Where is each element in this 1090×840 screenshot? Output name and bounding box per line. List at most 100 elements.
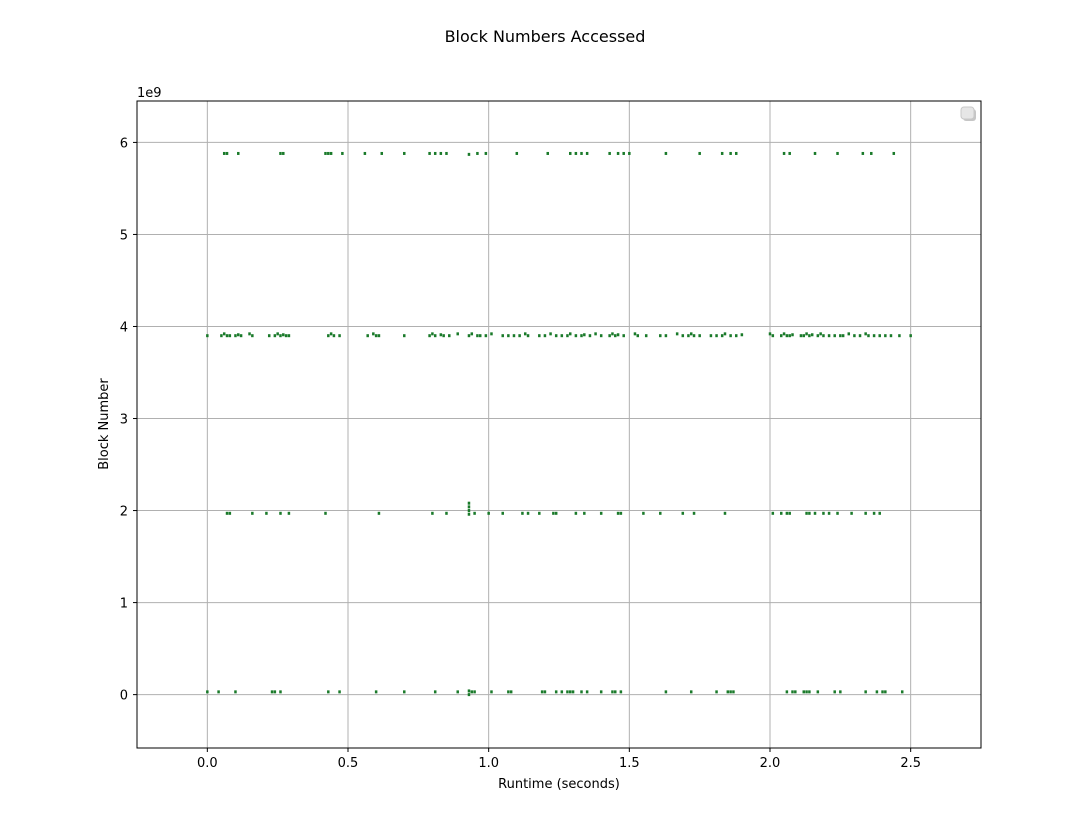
data-point	[540, 690, 544, 694]
data-point	[822, 334, 825, 338]
data-point	[889, 334, 893, 338]
data-point	[839, 690, 842, 694]
data-point	[813, 151, 817, 155]
data-point	[478, 334, 482, 338]
y-axis-ticks: 0 1 2 3 4 5 6	[120, 136, 137, 704]
data-point	[273, 334, 277, 338]
x-tick-label: 2.0	[760, 756, 781, 771]
data-point	[445, 511, 448, 515]
data-point	[467, 152, 471, 156]
data-point	[805, 511, 808, 515]
data-point	[833, 690, 836, 694]
data-point	[239, 334, 243, 338]
data-point	[554, 511, 558, 515]
data-point	[841, 334, 845, 338]
data-point	[633, 332, 637, 336]
data-point	[338, 690, 341, 694]
data-point	[628, 151, 631, 155]
data-point	[538, 511, 541, 515]
data-point	[467, 689, 471, 693]
data-point	[515, 151, 519, 155]
data-point	[279, 151, 282, 155]
data-point	[560, 690, 564, 694]
data-point	[521, 511, 524, 515]
data-point	[732, 690, 735, 694]
data-point	[569, 151, 572, 155]
data-point	[622, 151, 625, 155]
data-point	[403, 151, 406, 155]
data-point	[791, 333, 794, 337]
data-point	[467, 509, 471, 513]
data-point	[723, 332, 727, 336]
data-point	[265, 511, 268, 515]
data-point	[222, 332, 226, 336]
data-point	[715, 334, 718, 338]
data-point	[580, 334, 583, 338]
data-point	[487, 511, 490, 515]
data-point	[858, 334, 862, 338]
data-point	[467, 334, 471, 338]
data-point	[664, 334, 668, 338]
data-point	[324, 151, 327, 155]
data-point	[549, 332, 552, 336]
data-point	[805, 690, 808, 694]
data-point	[813, 511, 817, 515]
data-point	[526, 511, 530, 515]
y-tick-label: 3	[120, 413, 128, 428]
data-point	[791, 690, 794, 694]
data-point	[780, 334, 783, 338]
data-point	[456, 332, 459, 336]
y-axis-label: Block Number	[97, 378, 112, 470]
data-point	[225, 511, 229, 515]
data-point	[571, 690, 575, 694]
data-point	[785, 511, 789, 515]
data-point	[788, 151, 791, 155]
data-point	[484, 151, 488, 155]
data-point	[569, 332, 572, 336]
data-point	[729, 334, 732, 338]
data-point	[467, 512, 471, 516]
data-point	[248, 332, 251, 336]
data-point	[526, 334, 530, 338]
data-point	[659, 511, 662, 515]
data-point	[740, 333, 744, 337]
data-point	[580, 690, 583, 694]
data-point	[878, 511, 881, 515]
data-point	[734, 151, 738, 155]
grid-lines	[137, 101, 981, 748]
data-point	[892, 151, 896, 155]
data-point	[490, 690, 493, 694]
data-point	[431, 511, 434, 515]
data-point	[698, 334, 701, 338]
data-point	[878, 334, 881, 338]
data-point	[225, 334, 229, 338]
data-point	[599, 334, 603, 338]
data-point	[445, 151, 448, 155]
data-point	[270, 690, 274, 694]
x-tick-label: 1.0	[478, 756, 499, 771]
data-point	[611, 690, 614, 694]
data-point	[456, 690, 459, 694]
data-point	[473, 690, 476, 694]
data-point	[872, 334, 876, 338]
data-point	[403, 334, 406, 338]
y-tick-label: 5	[120, 228, 128, 243]
data-point	[619, 690, 623, 694]
x-axis-ticks: 0.0 0.5 1.0 1.5 2.0 2.5	[197, 748, 921, 771]
data-point	[782, 332, 786, 336]
data-point	[850, 511, 853, 515]
data-point	[324, 511, 327, 515]
y-offset-label: 1e9	[137, 86, 162, 101]
data-point	[234, 690, 237, 694]
data-point	[664, 690, 668, 694]
data-point	[585, 151, 589, 155]
data-point	[552, 511, 555, 515]
data-point	[611, 332, 614, 336]
data-point	[870, 151, 873, 155]
data-point	[374, 690, 378, 694]
data-point	[338, 334, 341, 338]
data-point	[220, 334, 223, 338]
data-point	[616, 511, 620, 515]
data-point	[720, 151, 724, 155]
data-point	[234, 334, 237, 338]
